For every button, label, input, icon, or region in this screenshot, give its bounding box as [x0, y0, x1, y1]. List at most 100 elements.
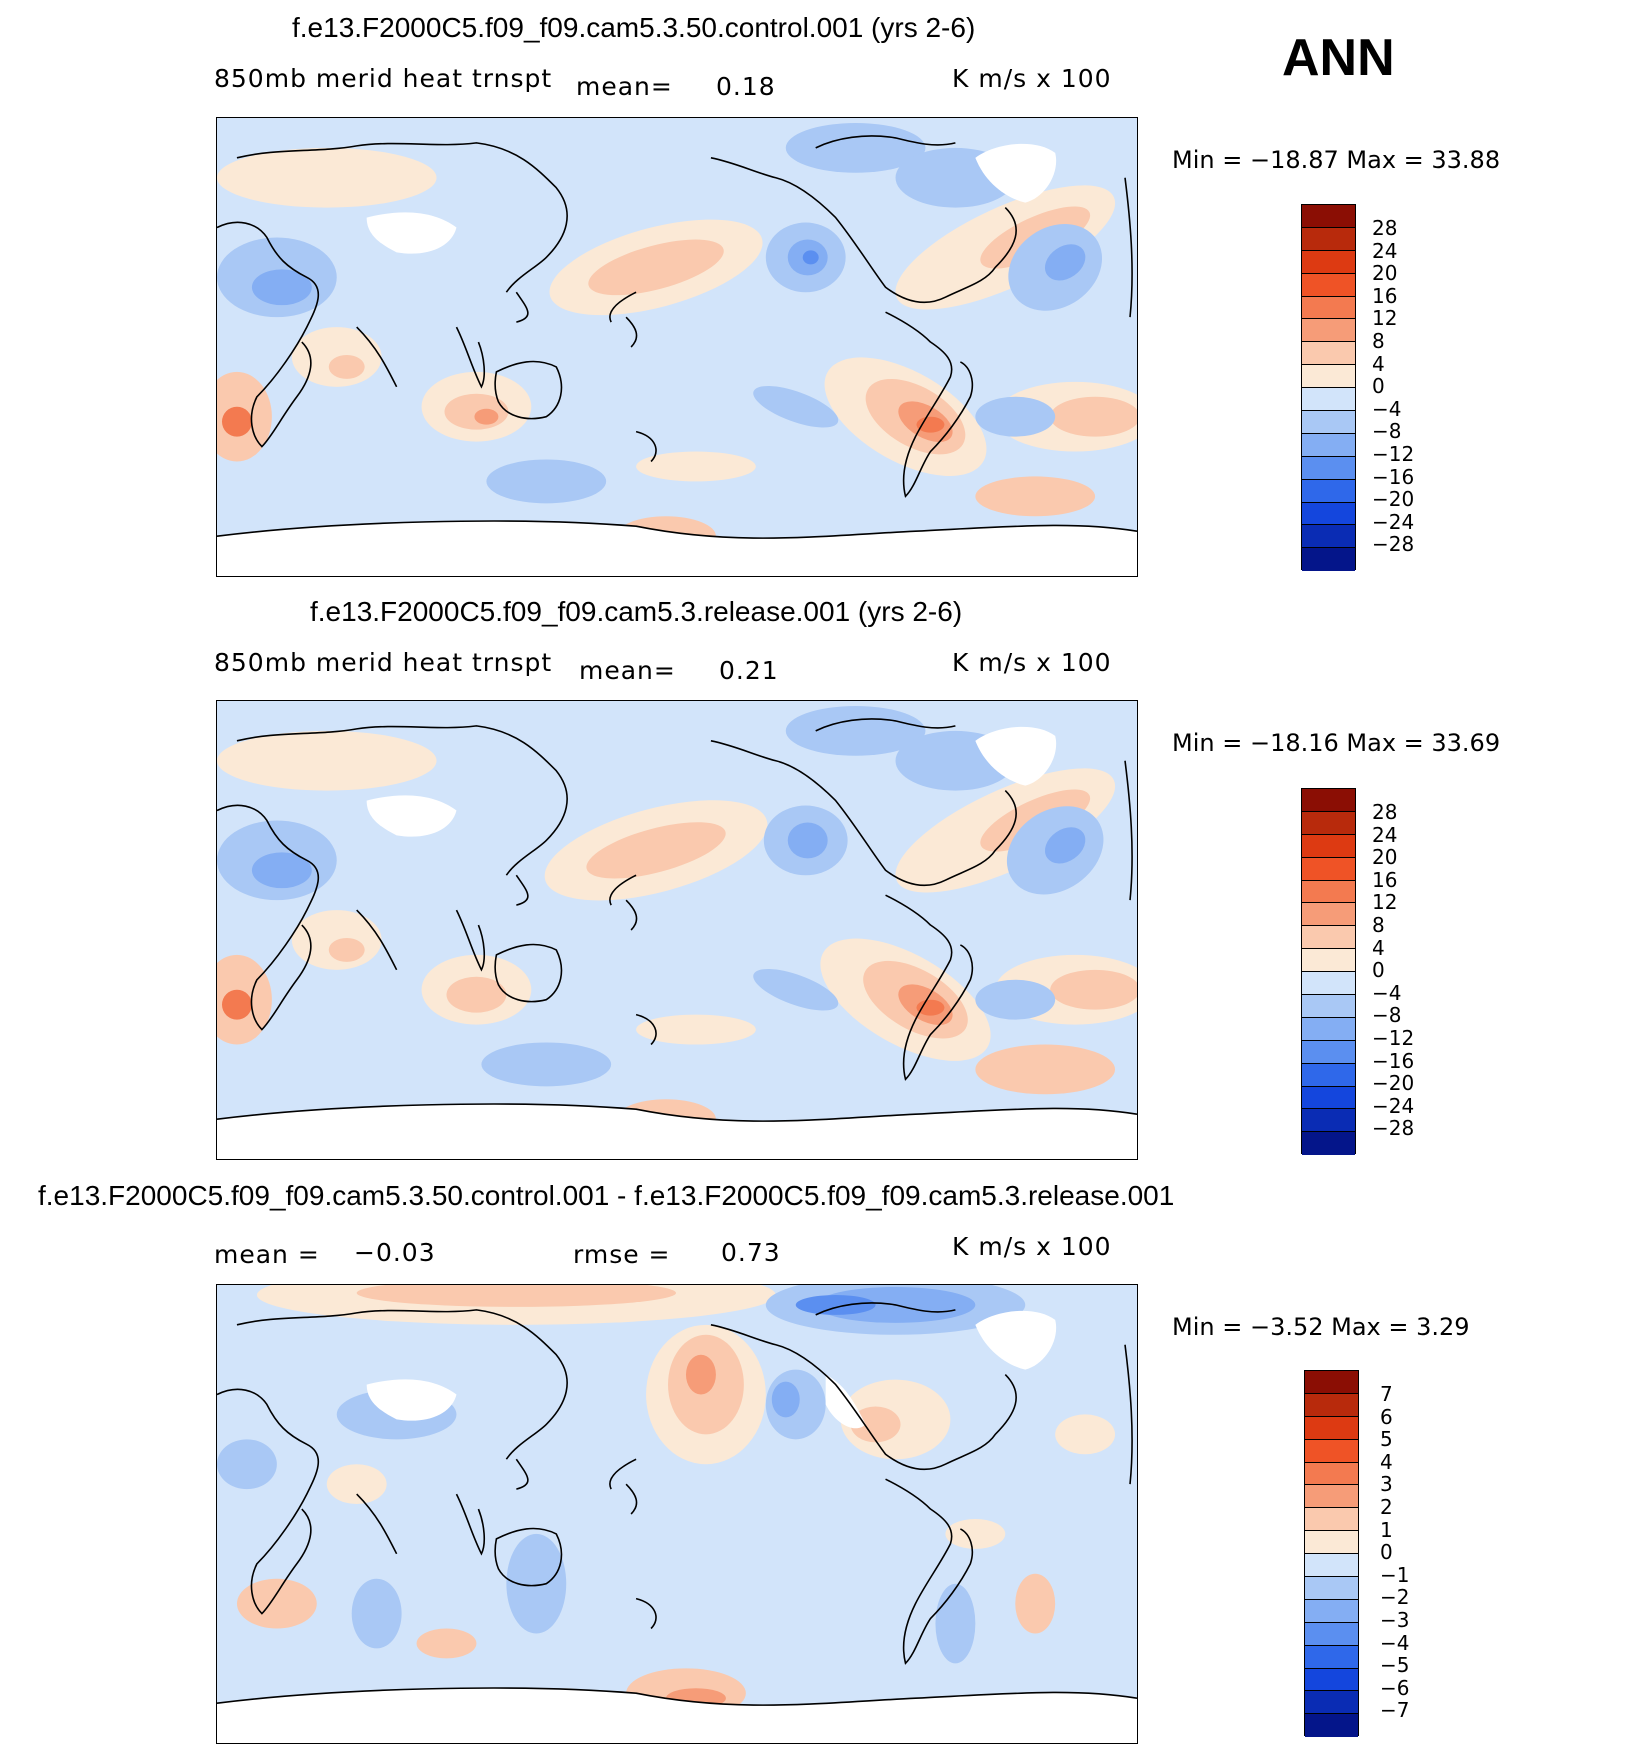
panel-1-min-max: Min = −18.87 Max = 33.88: [1172, 146, 1501, 174]
colorbar-tick-label: 6: [1380, 1404, 1393, 1429]
colorbar-cell: [1305, 1577, 1358, 1600]
panel-2-colorbar: [1301, 788, 1356, 1156]
colorbar-tick-label: −2: [1380, 1585, 1410, 1610]
colorbar-tick-label: 12: [1372, 306, 1398, 331]
panel-1-mean-label: mean=: [576, 72, 673, 101]
coastlines: [217, 135, 1137, 539]
positive-anomalies: [217, 147, 1137, 559]
colorbar-cell: [1305, 1508, 1358, 1532]
panel-1-map: [216, 117, 1138, 577]
colorbar-cell: [1302, 205, 1355, 228]
colorbar-cell: [1302, 342, 1355, 366]
colorbar-cell: [1302, 789, 1355, 812]
colorbar-tick-label: −24: [1372, 509, 1415, 534]
colorbar-tick-label: 28: [1372, 800, 1398, 824]
colorbar-cell: [1302, 411, 1355, 434]
colorbar-cell: [1302, 502, 1355, 526]
colorbar-tick-label: 0: [1372, 958, 1385, 983]
colorbar-tick-label: 7: [1380, 1382, 1393, 1406]
colorbar-tick-label: 0: [1372, 374, 1385, 399]
land-masses: [217, 1310, 1137, 1743]
panel-2-map: [216, 700, 1138, 1160]
colorbar-tick-label: −4: [1372, 980, 1402, 1005]
colorbar-tick-label: −16: [1372, 464, 1415, 489]
panel-1-colorbar-labels: 28 24 20 16 12 8 4 0 −4 −8 −12 −16 −20 −…: [1372, 217, 1414, 556]
colorbar-tick-label: −1: [1380, 1562, 1410, 1587]
colorbar-tick-label: 16: [1372, 283, 1398, 308]
colorbar-cell: [1302, 548, 1355, 572]
panel-1-mean-value: 0.18: [716, 72, 776, 101]
colorbar-tick-label: 28: [1372, 216, 1398, 240]
colorbar-tick-label: −3: [1380, 1607, 1410, 1632]
colorbar-cell: [1302, 388, 1355, 412]
colorbar-cell: [1302, 296, 1355, 320]
colorbar-cell: [1305, 1622, 1358, 1646]
coastlines: [217, 1302, 1137, 1706]
panel-3-min-max: Min = −3.52 Max = 3.29: [1172, 1313, 1470, 1341]
colorbar-cell: [1302, 857, 1355, 881]
panel-3-contour-field: [217, 1285, 1137, 1743]
colorbar-tick-label: 12: [1372, 890, 1398, 915]
colorbar-tick-label: 3: [1380, 1472, 1393, 1497]
colorbar-cell: [1302, 365, 1355, 389]
colorbar-tick-label: 5: [1380, 1427, 1393, 1452]
colorbar-cell: [1305, 1554, 1358, 1578]
colorbar-cell: [1302, 1017, 1355, 1041]
colorbar-cell: [1302, 433, 1355, 457]
panel-2-mean-label: mean=: [579, 656, 676, 685]
colorbar-cell: [1305, 1393, 1358, 1417]
colorbar-cell: [1302, 525, 1355, 549]
colorbar-cell: [1302, 1086, 1355, 1110]
positive-anomalies: [217, 730, 1137, 1142]
panel-3-rmse-value: 0.73: [721, 1238, 781, 1267]
colorbar-cell: [1305, 1416, 1358, 1440]
panel-3-colorbar: [1304, 1370, 1359, 1738]
colorbar-cell: [1305, 1691, 1358, 1715]
colorbar-tick-label: −8: [1372, 1003, 1402, 1028]
colorbar-tick-label: −7: [1380, 1698, 1410, 1723]
colorbar-cell: [1302, 834, 1355, 858]
land-masses: [217, 143, 1137, 576]
colorbar-tick-label: 24: [1372, 822, 1398, 847]
colorbar-cell: [1302, 273, 1355, 297]
colorbar-tick-label: −12: [1372, 441, 1415, 466]
colorbar-tick-label: 24: [1372, 238, 1398, 263]
colorbar-cell: [1302, 880, 1355, 904]
panel-1-colorbar: [1301, 204, 1356, 572]
negative-anomalies: [217, 705, 1104, 1150]
colorbar-cell: [1302, 1063, 1355, 1087]
colorbar-tick-label: 20: [1372, 845, 1398, 870]
season-label: ANN: [1282, 29, 1395, 87]
colorbar-tick-label: 4: [1372, 935, 1385, 960]
panel-2-units: K m/s x 100: [952, 648, 1112, 677]
colorbar-tick-label: −28: [1372, 1116, 1415, 1141]
colorbar-cell: [1305, 1645, 1358, 1669]
colorbar-cell: [1302, 903, 1355, 927]
colorbar-cell: [1305, 1462, 1358, 1486]
colorbar-cell: [1302, 319, 1355, 343]
colorbar-cell: [1305, 1371, 1358, 1394]
panel-2-title: f.e13.F2000C5.f09_f09.cam5.3.release.001…: [310, 596, 963, 627]
panel-1-title: f.e13.F2000C5.f09_f09.cam5.3.50.control.…: [292, 12, 976, 43]
colorbar-cell: [1302, 949, 1355, 973]
colorbar-cell: [1302, 1109, 1355, 1133]
negative-anomalies: [217, 1285, 1026, 1664]
panel-3-rmse-label: rmse =: [573, 1240, 671, 1269]
panel-3-title: f.e13.F2000C5.f09_f09.cam5.3.50.control.…: [38, 1180, 1175, 1211]
colorbar-tick-label: −16: [1372, 1048, 1415, 1073]
colorbar-tick-label: −4: [1380, 1630, 1410, 1655]
panel-2-variable-label: 850mb merid heat trnspt: [214, 648, 553, 677]
colorbar-tick-label: 4: [1380, 1449, 1393, 1474]
colorbar-tick-label: 16: [1372, 867, 1398, 892]
colorbar-cell: [1302, 811, 1355, 835]
panel-2-colorbar-labels: 28 24 20 16 12 8 4 0 −4 −8 −12 −16 −20 −…: [1372, 801, 1414, 1140]
colorbar-tick-label: 4: [1372, 351, 1385, 376]
colorbar-tick-label: −4: [1372, 396, 1402, 421]
colorbar-tick-label: 0: [1380, 1540, 1393, 1565]
colorbar-cell: [1302, 972, 1355, 996]
panel-2-contour-field: [217, 701, 1137, 1159]
panel-3-map: [216, 1284, 1138, 1744]
colorbar-tick-label: 8: [1372, 912, 1385, 937]
colorbar-tick-label: −20: [1372, 1071, 1415, 1096]
panel-1-contour-field: [217, 118, 1137, 576]
